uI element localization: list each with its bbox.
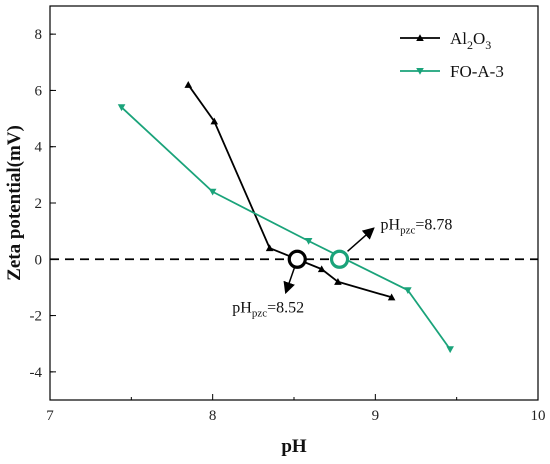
data-point-al2o3 — [210, 117, 219, 125]
data-point-al2o3 — [317, 265, 326, 273]
pzc-arrow-al2o3 — [283, 268, 295, 295]
data-point-fo-a-3 — [446, 346, 454, 354]
legend-marker-al2o3 — [416, 34, 424, 42]
y-tick-label: -4 — [30, 365, 43, 381]
y-tick-label: 0 — [35, 252, 43, 268]
data-point-al2o3 — [265, 244, 274, 252]
y-axis-title: Zeta potential(mV) — [4, 125, 25, 281]
pzc-arrow-fo-a-3 — [347, 227, 375, 252]
legend-label-fo-a-3: FO-A-3 — [450, 62, 504, 81]
data-point-fo-a-3 — [304, 237, 313, 245]
pzc-label-al2o3: pHpzc=8.52 — [232, 299, 304, 319]
legend-entry-fo-a-3: FO-A-3 — [400, 62, 504, 81]
legend-entry-al2o3: Al2O3 — [400, 29, 491, 52]
data-point-fo-a-3 — [117, 104, 126, 112]
pzc-marker-fo-a-3 — [329, 249, 350, 269]
y-tick-label: 6 — [35, 83, 43, 99]
data-point-fo-a-3 — [208, 188, 217, 196]
data-point-fo-a-3 — [404, 287, 412, 295]
pzc-label-fo-a-3: pHpzc=8.78 — [381, 216, 453, 236]
x-tick-label: 7 — [46, 408, 54, 424]
y-tick-label: 2 — [35, 196, 43, 212]
legend-label-al2o3: Al2O3 — [450, 29, 491, 52]
y-tick-label: 8 — [35, 27, 43, 43]
pzc-marker-al2o3 — [287, 249, 307, 269]
y-tick-label: -2 — [30, 309, 43, 325]
legend-marker-fo-a-3 — [416, 67, 424, 75]
data-point-al2o3 — [334, 278, 342, 285]
x-axis-title: pH — [281, 436, 307, 457]
data-point-al2o3 — [184, 81, 193, 88]
y-tick-label: 4 — [35, 140, 43, 156]
x-tick-label: 10 — [531, 408, 546, 424]
legend: Al2O3 FO-A-3 — [400, 29, 504, 81]
x-tick-label: 8 — [209, 408, 217, 424]
data-point-al2o3 — [387, 293, 396, 301]
x-tick-label: 9 — [372, 408, 380, 424]
